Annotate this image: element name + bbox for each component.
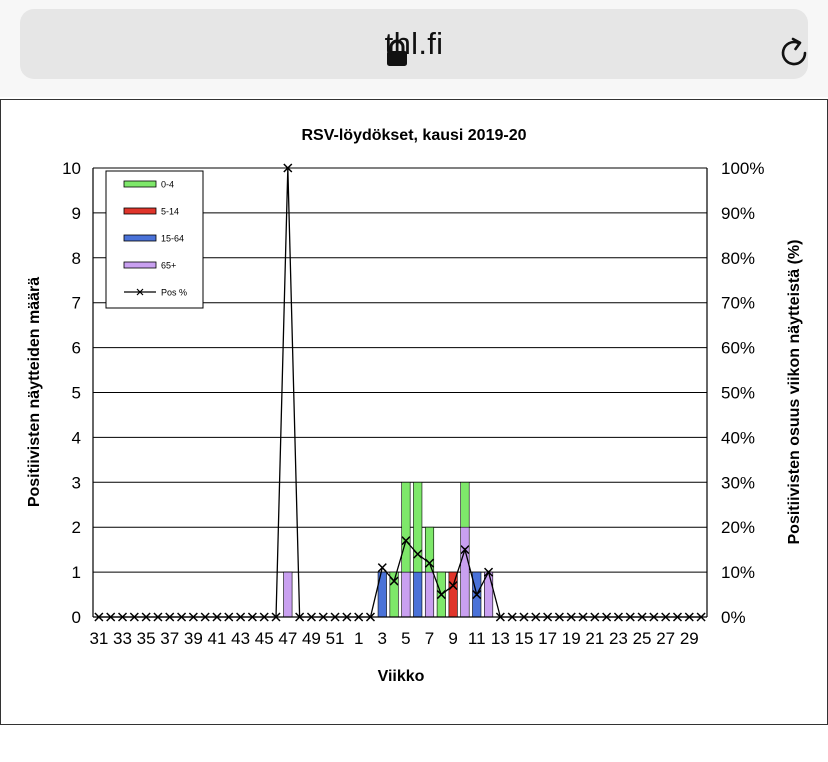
x-tick-label: 37 (160, 629, 179, 648)
bar-0-4 (424, 526, 435, 573)
y-tick-label: 0 (72, 608, 81, 627)
y-axis-ticks: 0 1 2 3 4 5 6 7 8 9 10 (62, 159, 81, 627)
y2-tick-label: 80% (721, 249, 755, 268)
x-tick-label: 35 (137, 629, 156, 648)
pos-marker (424, 558, 435, 568)
y-tick-label: 7 (72, 294, 81, 313)
legend-label: 65+ (161, 261, 176, 271)
y-tick-label: 5 (72, 384, 81, 403)
y2-tick-label: 100% (721, 159, 764, 178)
x-tick-label: 47 (278, 629, 297, 648)
x-tick-label: 27 (656, 629, 675, 648)
browser-toolbar: thl.fi (0, 0, 828, 97)
y-tick-label: 2 (72, 518, 81, 537)
y2-tick-label: 90% (721, 204, 755, 223)
y2-tick-label: 40% (721, 428, 755, 447)
bar-65+ (283, 571, 293, 618)
y-tick-label: 8 (72, 249, 81, 268)
legend-label: 0-4 (161, 180, 174, 190)
y2-tick-label: 60% (721, 339, 755, 358)
x-tick-label: 41 (208, 629, 227, 648)
pos-marker (472, 590, 482, 600)
pos-marker (460, 545, 470, 555)
bar-0-4 (460, 481, 470, 528)
bar-15-64 (413, 571, 423, 618)
legend-label: 15-64 (161, 234, 184, 244)
x-tick-label: 31 (89, 629, 108, 648)
bar-65+ (424, 571, 435, 618)
y-axis-label: Positiivisten näytteiden määrä (26, 277, 43, 507)
axes (92, 168, 708, 618)
bar-5-14 (448, 571, 458, 618)
url-text: thl.fi (384, 26, 444, 61)
y2-axis-label: Positiivisten osuus viikon näytteistä (%… (786, 240, 803, 545)
legend-swatch (123, 180, 157, 188)
x-tick-label: 5 (401, 629, 410, 648)
x-tick-label: 7 (425, 629, 434, 648)
pos-marker (413, 549, 423, 559)
x-tick-label: 3 (378, 629, 387, 648)
bar-65+ (401, 571, 411, 618)
x-tick-label: 21 (585, 629, 604, 648)
pos-marker (401, 536, 411, 546)
address-bar[interactable]: thl.fi (20, 9, 808, 79)
pos-marker (389, 576, 399, 586)
x-tick-label: 23 (609, 629, 628, 648)
bar-0-4 (401, 481, 411, 573)
y2-tick-label: 0% (721, 608, 746, 627)
x-tick-label: 17 (538, 629, 557, 648)
bar-0-4 (413, 481, 423, 573)
x-tick-label: 19 (562, 629, 581, 648)
legend-swatch (123, 261, 157, 269)
x-tick-label: 25 (633, 629, 652, 648)
pos-marker (283, 163, 293, 173)
pos-marker (377, 563, 387, 573)
y2-axis-ticks: 0% 10% 20% 30% 40% 50% 60% 70% 80% 90% 100% (721, 159, 764, 627)
legend-label: 5-14 (161, 207, 179, 217)
x-tick-label: 13 (491, 629, 510, 648)
x-tick-label: 9 (448, 629, 457, 648)
x-tick-label: 43 (231, 629, 250, 648)
x-tick-label: 33 (113, 629, 132, 648)
x-tick-label: 45 (255, 629, 274, 648)
legend: 0-4 5-14 15-64 65+ Pos % (105, 170, 204, 309)
pos-marker (448, 581, 458, 591)
x-tick-label: 1 (354, 629, 363, 648)
x-tick-label: 29 (680, 629, 699, 648)
x-tick-label: 51 (326, 629, 345, 648)
x-tick-label: 11 (468, 629, 486, 648)
y2-tick-label: 70% (721, 294, 755, 313)
chart-title: RSV-löydökset, kausi 2019-20 (302, 127, 527, 144)
y-tick-label: 1 (72, 563, 81, 582)
y-tick-label: 6 (72, 339, 81, 358)
legend-swatch (123, 207, 157, 215)
y-tick-label: 3 (72, 473, 81, 492)
chart: RSV-löydökset, kausi 2019-20 01234567891… (26, 127, 803, 685)
y-tick-label: 9 (72, 204, 81, 223)
x-tick-label: 49 (302, 629, 321, 648)
y-tick-label: 4 (72, 428, 81, 447)
pos-marker (436, 590, 446, 600)
x-axis-label: Viikko (378, 668, 425, 685)
reload-icon[interactable] (777, 36, 811, 70)
legend-label: Pos % (161, 288, 187, 298)
bars (283, 481, 494, 618)
bar-65+ (460, 526, 470, 618)
y-tick-label: 10 (62, 159, 81, 178)
legend-swatch-marker (136, 288, 144, 296)
y2-tick-label: 10% (721, 563, 755, 582)
y2-tick-label: 50% (721, 384, 755, 403)
y2-tick-label: 20% (721, 518, 755, 537)
pos-marker (484, 567, 494, 577)
y2-tick-label: 30% (721, 473, 755, 492)
x-axis-ticks: 31 33 35 37 39 41 43 45 47 49 51 1 3 5 7 9 11 13 15 17 19 21 2… (89, 629, 698, 648)
lock-icon (387, 39, 407, 66)
x-tick-label: 39 (184, 629, 203, 648)
x-tick-label: 15 (515, 629, 534, 648)
legend-swatch (123, 234, 157, 242)
